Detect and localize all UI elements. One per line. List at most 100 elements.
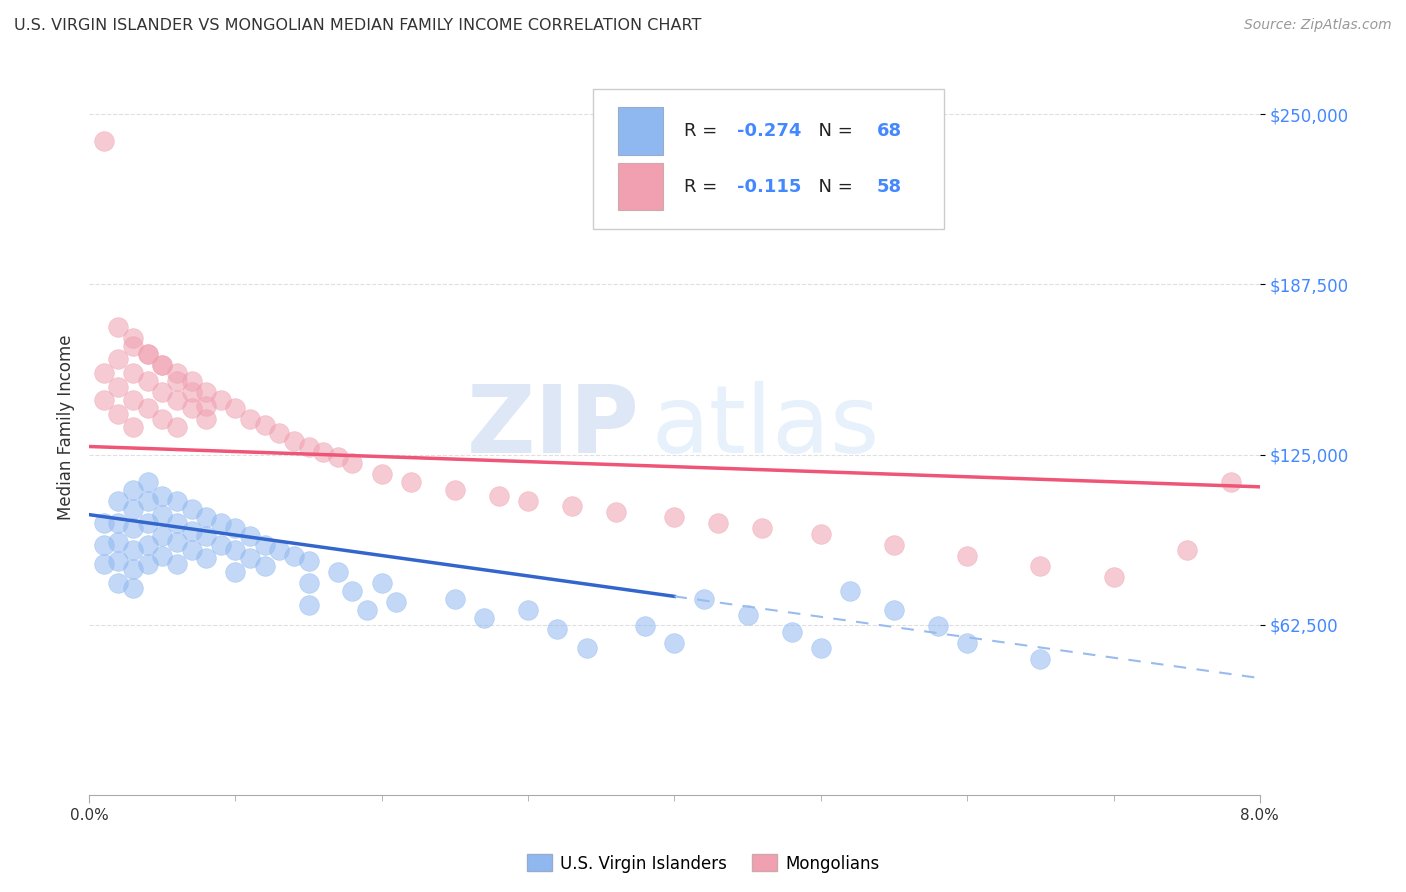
Point [839, 583, 862, 598]
Text: 68: 68 [877, 122, 903, 140]
FancyBboxPatch shape [592, 89, 943, 229]
Point [575, 641, 598, 656]
Point [107, 575, 129, 590]
Point [150, 358, 173, 372]
Point [209, 516, 232, 530]
Point [297, 598, 319, 612]
Point [93, 134, 115, 148]
Point [122, 420, 145, 434]
Point [136, 374, 159, 388]
Point [472, 611, 495, 625]
Point [326, 565, 349, 579]
Point [122, 330, 145, 344]
Point [122, 543, 145, 558]
Point [166, 494, 188, 508]
Point [883, 538, 905, 552]
Point [136, 401, 159, 416]
Point [517, 494, 540, 508]
Point [107, 534, 129, 549]
Point [239, 551, 262, 566]
Text: R =: R = [683, 178, 723, 195]
Point [956, 636, 979, 650]
Point [150, 489, 173, 503]
Point [122, 521, 145, 535]
Point [166, 557, 188, 571]
Point [136, 538, 159, 552]
Point [664, 510, 686, 524]
Point [209, 393, 232, 408]
Point [634, 619, 657, 633]
Point [107, 352, 129, 367]
Point [224, 565, 246, 579]
Point [195, 412, 218, 426]
Y-axis label: Median Family Income: Median Family Income [58, 334, 75, 520]
Text: Source: ZipAtlas.com: Source: ZipAtlas.com [1244, 18, 1392, 32]
Point [180, 401, 202, 416]
Point [224, 521, 246, 535]
Point [444, 483, 467, 497]
Point [810, 526, 832, 541]
Point [166, 366, 188, 380]
Point [356, 603, 378, 617]
Point [297, 575, 319, 590]
Point [253, 417, 276, 432]
Point [297, 440, 319, 454]
Point [693, 592, 716, 607]
Point [195, 510, 218, 524]
Text: R =: R = [683, 122, 723, 140]
Point [195, 399, 218, 413]
Text: U.S. VIRGIN ISLANDER VS MONGOLIAN MEDIAN FAMILY INCOME CORRELATION CHART: U.S. VIRGIN ISLANDER VS MONGOLIAN MEDIAN… [14, 18, 702, 33]
Point [1029, 652, 1052, 666]
Point [122, 393, 145, 408]
Legend: U.S. Virgin Islanders, Mongolians: U.S. Virgin Islanders, Mongolians [520, 847, 886, 880]
Point [342, 456, 364, 470]
Point [371, 467, 394, 481]
Point [180, 502, 202, 516]
Point [342, 583, 364, 598]
Point [399, 475, 422, 489]
Point [371, 575, 394, 590]
Point [546, 622, 568, 636]
Point [136, 347, 159, 361]
Point [107, 554, 129, 568]
Point [780, 624, 803, 639]
Point [122, 581, 145, 595]
Point [956, 549, 979, 563]
Point [751, 521, 773, 535]
Point [1219, 475, 1241, 489]
Point [136, 347, 159, 361]
Point [195, 551, 218, 566]
Point [93, 393, 115, 408]
Point [122, 502, 145, 516]
Point [122, 483, 145, 497]
Point [1029, 559, 1052, 574]
Point [239, 529, 262, 543]
Point [166, 374, 188, 388]
Text: ZIP: ZIP [467, 382, 640, 474]
Point [107, 494, 129, 508]
Text: atlas: atlas [651, 382, 879, 474]
Point [180, 543, 202, 558]
Point [122, 562, 145, 576]
Point [122, 339, 145, 353]
Point [107, 407, 129, 421]
Point [269, 425, 291, 440]
Text: N =: N = [807, 178, 858, 195]
Point [488, 489, 510, 503]
Text: -0.274: -0.274 [737, 122, 801, 140]
Point [180, 384, 202, 399]
Point [136, 494, 159, 508]
Point [150, 384, 173, 399]
Point [107, 379, 129, 393]
Text: -0.115: -0.115 [737, 178, 801, 195]
Point [166, 393, 188, 408]
Point [136, 516, 159, 530]
Point [93, 516, 115, 530]
Point [150, 412, 173, 426]
Point [166, 516, 188, 530]
Point [150, 529, 173, 543]
Point [297, 554, 319, 568]
Point [444, 592, 467, 607]
Point [312, 445, 335, 459]
Point [136, 475, 159, 489]
